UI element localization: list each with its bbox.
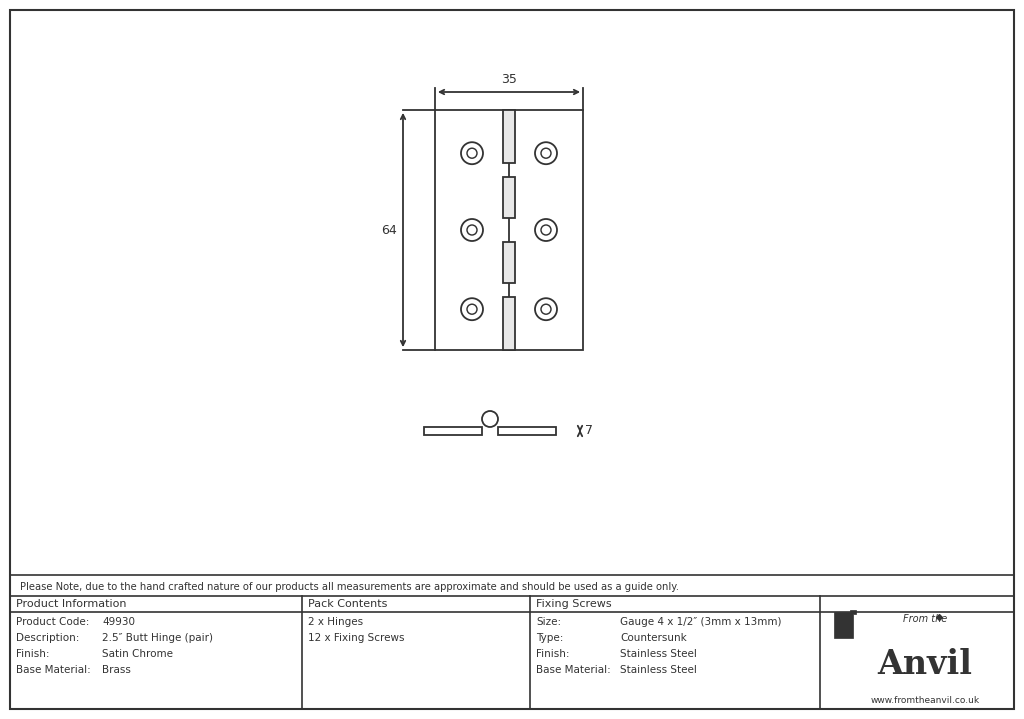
Text: Stainless Steel: Stainless Steel [620, 649, 697, 659]
Circle shape [535, 142, 557, 164]
Bar [435, 110, 583, 350]
Text: Countersunk: Countersunk [620, 633, 687, 643]
Text: Type:: Type: [536, 633, 563, 643]
Text: Size:: Size: [536, 617, 561, 627]
Bar [424, 427, 482, 435]
Circle shape [541, 148, 551, 158]
Circle shape [461, 142, 483, 164]
Circle shape [467, 304, 477, 314]
Text: www.fromtheanvil.co.uk: www.fromtheanvil.co.uk [870, 696, 980, 705]
Text: Pack Contents: Pack Contents [308, 599, 387, 609]
Text: 7: 7 [585, 424, 593, 437]
Text: Description:: Description: [16, 633, 80, 643]
Text: Brass: Brass [102, 665, 131, 675]
Text: 64: 64 [381, 224, 397, 237]
Bar [503, 297, 515, 350]
Text: Product Code:: Product Code: [16, 617, 89, 627]
Circle shape [535, 219, 557, 241]
Text: 49930: 49930 [102, 617, 135, 627]
Text: Finish:: Finish: [16, 649, 49, 659]
Circle shape [535, 298, 557, 320]
Circle shape [482, 411, 498, 427]
Circle shape [467, 148, 477, 158]
Text: Gauge 4 x 1/2″ (3mm x 13mm): Gauge 4 x 1/2″ (3mm x 13mm) [620, 617, 781, 627]
Text: Base Material:: Base Material: [536, 665, 610, 675]
Polygon shape [834, 610, 856, 638]
Circle shape [467, 225, 477, 235]
Bar [498, 427, 556, 435]
Text: Satin Chrome: Satin Chrome [102, 649, 173, 659]
Circle shape [541, 225, 551, 235]
Bar [503, 242, 515, 283]
Text: 12 x Fixing Screws: 12 x Fixing Screws [308, 633, 404, 643]
Text: 2 x Hinges: 2 x Hinges [308, 617, 364, 627]
Text: Product Information: Product Information [16, 599, 127, 609]
Text: 2.5″ Butt Hinge (pair): 2.5″ Butt Hinge (pair) [102, 633, 213, 643]
Circle shape [461, 298, 483, 320]
Text: Anvil: Anvil [878, 648, 973, 681]
Text: Finish:: Finish: [536, 649, 569, 659]
Text: Fixing Screws: Fixing Screws [536, 599, 611, 609]
Text: Base Material:: Base Material: [16, 665, 91, 675]
Bar [503, 110, 515, 162]
Circle shape [541, 304, 551, 314]
Text: Stainless Steel: Stainless Steel [620, 665, 697, 675]
Text: From the: From the [903, 614, 947, 624]
Text: 35: 35 [501, 73, 517, 86]
Bar [503, 177, 515, 218]
Circle shape [461, 219, 483, 241]
Text: Please Note, due to the hand crafted nature of our products all measurements are: Please Note, due to the hand crafted nat… [20, 582, 679, 592]
